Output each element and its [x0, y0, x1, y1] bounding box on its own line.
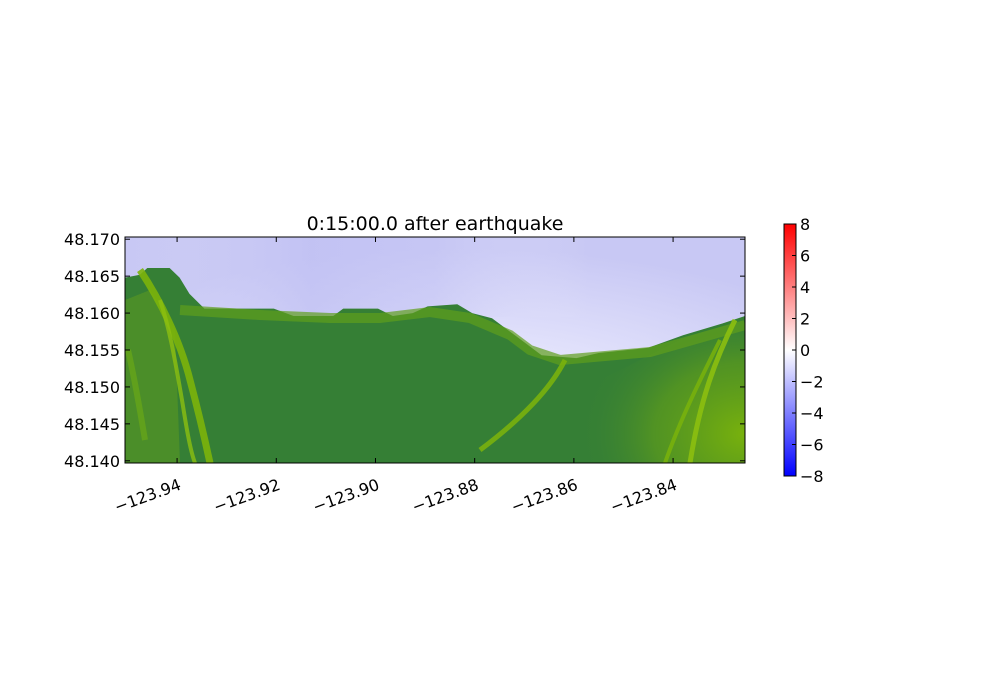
- stream-west-1: [137, 268, 214, 463]
- colorbar-tick-label: 8: [800, 215, 810, 234]
- stream-west-2: [158, 299, 197, 463]
- colorbar-tick-label: 0: [800, 341, 810, 360]
- x-tick-label: −123.90: [310, 475, 382, 517]
- land-highlights: [125, 268, 745, 463]
- colorbar-tick-label: −6: [800, 436, 824, 455]
- y-tick-label: 48.155: [64, 341, 120, 360]
- stream-west-3: [125, 349, 148, 441]
- stream-east-2: [663, 339, 722, 463]
- y-tick-label: 48.165: [64, 267, 120, 286]
- y-tick-label: 48.170: [64, 230, 120, 249]
- y-axis: 48.170 48.165 48.160 48.155 48.150 48.145 48.1…: [64, 230, 745, 471]
- colorbar: 8 6 4 2 0 −2 −4 −6 −8: [783, 215, 824, 486]
- y-tick-label: 48.140: [64, 452, 120, 471]
- x-tick-label: −123.88: [409, 475, 481, 517]
- plot-area: [125, 237, 745, 463]
- stream-east-1: [687, 318, 738, 463]
- x-tick-label: −123.92: [211, 475, 283, 517]
- x-tick-label: −123.86: [509, 475, 581, 517]
- x-tick-label: −123.84: [608, 475, 680, 517]
- coastal-fringe: [179, 305, 745, 366]
- y-tick-label: 48.160: [64, 304, 120, 323]
- colorbar-tick-label: −8: [800, 467, 824, 486]
- colorbar-tick-label: 4: [800, 278, 810, 297]
- colorbar-tick-label: 2: [800, 310, 810, 329]
- colorbar-ticks: 8 6 4 2 0 −2 −4 −6 −8: [792, 215, 824, 486]
- water-depression-band: [125, 237, 745, 317]
- stream-central: [478, 358, 568, 452]
- colorbar-tick-label: −2: [800, 373, 824, 392]
- y-tick-label: 48.150: [64, 378, 120, 397]
- chart-title: 0:15:00.0 after earthquake: [307, 213, 564, 235]
- y-tick-label: 48.145: [64, 415, 120, 434]
- colorbar-tick-label: 6: [800, 247, 810, 266]
- x-tick-label: −123.94: [112, 475, 184, 517]
- colorbar-tick-label: −4: [800, 404, 824, 423]
